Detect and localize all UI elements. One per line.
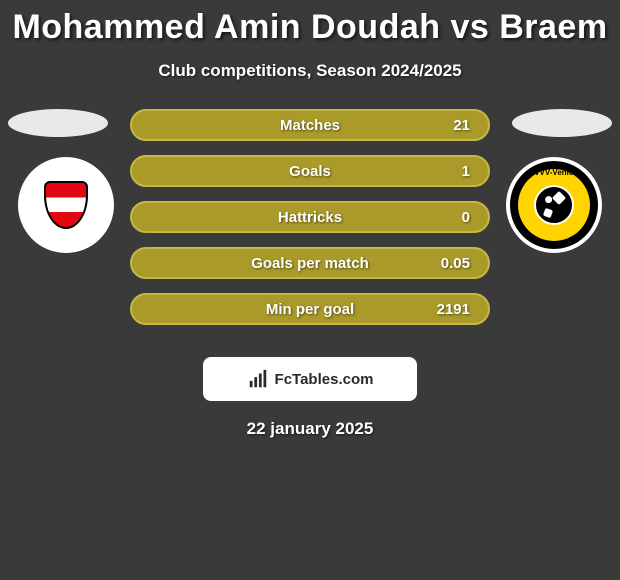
player-platform-right: [512, 109, 612, 137]
player-platform-left: [8, 109, 108, 137]
stat-right-value: 0: [410, 209, 470, 226]
psv-shield-icon: [44, 181, 88, 229]
stat-label: Goals per match: [210, 255, 410, 272]
stat-list: Matches 21 Goals 1 Hattricks 0 Goals per…: [130, 109, 490, 325]
stat-right-value: 1: [410, 163, 470, 180]
brand-pill[interactable]: FcTables.com: [203, 357, 417, 401]
stat-right-value: 21: [410, 117, 470, 134]
stat-row-min-per-goal: Min per goal 2191: [130, 293, 490, 325]
stat-row-goals: Goals 1: [130, 155, 490, 187]
venlo-ring-icon: VVV-Venlo: [518, 169, 590, 241]
stat-row-matches: Matches 21: [130, 109, 490, 141]
subtitle: Club competitions, Season 2024/2025: [0, 61, 620, 81]
stat-label: Goals: [210, 163, 410, 180]
stat-row-goals-per-match: Goals per match 0.05: [130, 247, 490, 279]
brand-text: FcTables.com: [275, 371, 374, 388]
venlo-text: VVV-Venlo: [518, 168, 590, 177]
stat-label: Min per goal: [210, 301, 410, 318]
stat-label: Hattricks: [210, 209, 410, 226]
club-badge-left: [18, 157, 114, 253]
stat-right-value: 0.05: [410, 255, 470, 272]
comparison-arena: VVV-Venlo Matches 21 Goals 1 Hattricks 0…: [0, 109, 620, 339]
stat-row-hattricks: Hattricks 0: [130, 201, 490, 233]
bar-chart-icon: [247, 368, 269, 390]
page-title: Mohammed Amin Doudah vs Braem: [0, 0, 620, 47]
stat-right-value: 2191: [410, 301, 470, 318]
stat-label: Matches: [210, 117, 410, 134]
club-badge-right: VVV-Venlo: [506, 157, 602, 253]
psv-crest: [30, 169, 102, 241]
soccer-ball-icon: [534, 185, 574, 225]
date-text: 22 january 2025: [0, 419, 620, 439]
venlo-crest: VVV-Venlo: [518, 169, 590, 241]
